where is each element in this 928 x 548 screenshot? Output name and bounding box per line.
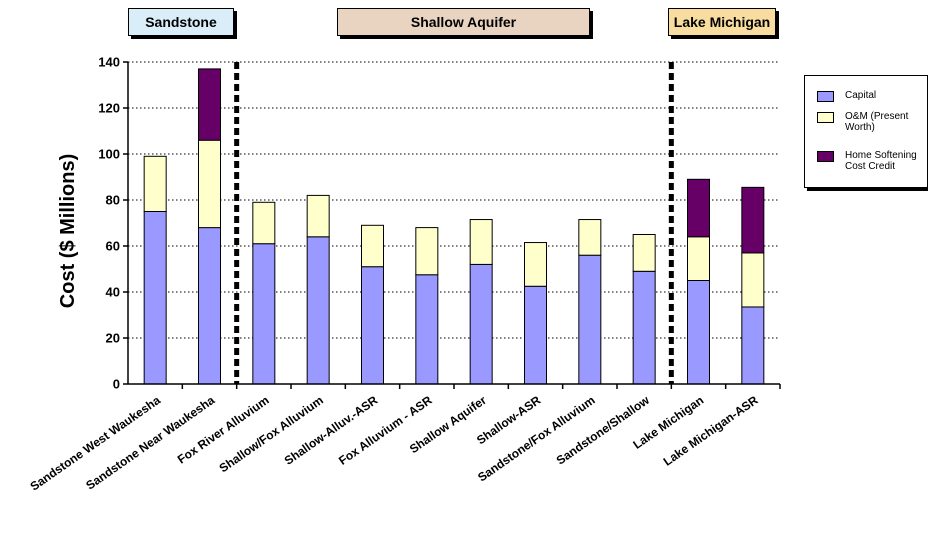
legend: Capital O&M (Present Worth) Home Softeni…: [804, 75, 928, 188]
bar-segment-capital: [415, 274, 439, 385]
header-lake-michigan-label: Lake Michigan: [673, 14, 771, 30]
x-tick-label: Sandstone/Shallow: [554, 393, 653, 468]
bar-segment-om: [524, 242, 547, 287]
header-shallow-aquifer: Shallow Aquifer: [337, 8, 590, 36]
bars: [143, 68, 765, 385]
bar-segment-capital: [361, 266, 384, 385]
bar-segment-om: [306, 194, 330, 238]
bar-segment-om: [361, 224, 384, 268]
x-tick-label: Fox River Alluvium: [175, 393, 272, 467]
y-tick-label: 60: [106, 239, 120, 254]
bar-segment-capital: [741, 306, 765, 385]
legend-swatch-softening: [817, 151, 834, 162]
bar-segment-om: [578, 219, 602, 256]
bar-segment-capital: [632, 270, 656, 385]
bar-segment-capital: [469, 263, 493, 385]
bar-segment-om: [252, 201, 276, 245]
bar-segment-capital: [143, 211, 167, 385]
header-sandstone: Sandstone: [128, 8, 234, 36]
bar-segment-capital: [524, 285, 547, 385]
x-tick-label: Shallow/Fox Alluvium: [217, 393, 326, 475]
legend-label-softening: Home Softening Cost Credit: [845, 150, 917, 172]
bar-segment-om: [632, 234, 656, 272]
bar-segment-om: [415, 227, 439, 276]
bar-segment-softening: [741, 186, 765, 254]
group-dividers: [234, 62, 674, 384]
x-tick-label: Shallow-Alluv.-ASR: [282, 393, 381, 468]
x-tick-label: Lake Michigan-ASR: [661, 393, 761, 469]
bar-segment-capital: [252, 243, 276, 385]
axes: [123, 61, 781, 389]
y-axis-label: Cost ($ Millions): [57, 154, 79, 308]
bar-segment-softening: [687, 178, 710, 238]
bar-segment-capital: [306, 236, 330, 385]
y-tick-label: 120: [98, 101, 120, 116]
legend-label-om: O&M (Present Worth): [845, 111, 909, 133]
bar-segment-capital: [687, 280, 710, 385]
header-shallow-aquifer-label: Shallow Aquifer: [410, 14, 517, 30]
y-tick-label: 0: [113, 377, 120, 392]
bar-segment-om: [687, 236, 710, 282]
bar-segment-capital: [578, 254, 602, 385]
bar-segment-om: [741, 252, 765, 308]
y-tick-label: 20: [106, 331, 120, 346]
bar-segment-om: [198, 139, 221, 229]
legend-label-capital: Capital: [845, 90, 877, 101]
bar-segment-softening: [198, 68, 221, 141]
x-tick-label: Fox Alluvium - ASR: [336, 393, 435, 468]
y-tick-label: 140: [98, 55, 120, 70]
y-tick-label: 100: [98, 147, 120, 162]
y-tick-labels: 0 20 40 60 80 100 120 140: [98, 55, 120, 392]
gridlines: [128, 61, 780, 339]
legend-item-om: O&M (Present Worth): [817, 111, 927, 133]
bar-segment-om: [469, 219, 493, 265]
y-tick-label: 40: [106, 285, 120, 300]
y-tick-label: 80: [106, 193, 120, 208]
legend-item-capital: Capital: [817, 90, 927, 102]
bar-segment-capital: [198, 227, 221, 385]
legend-item-softening: Home Softening Cost Credit: [817, 150, 927, 172]
legend-swatch-capital: [817, 91, 834, 102]
header-lake-michigan: Lake Michigan: [668, 8, 776, 36]
legend-swatch-om: [817, 112, 834, 123]
header-sandstone-label: Sandstone: [145, 14, 217, 30]
bar-segment-om: [143, 155, 167, 213]
